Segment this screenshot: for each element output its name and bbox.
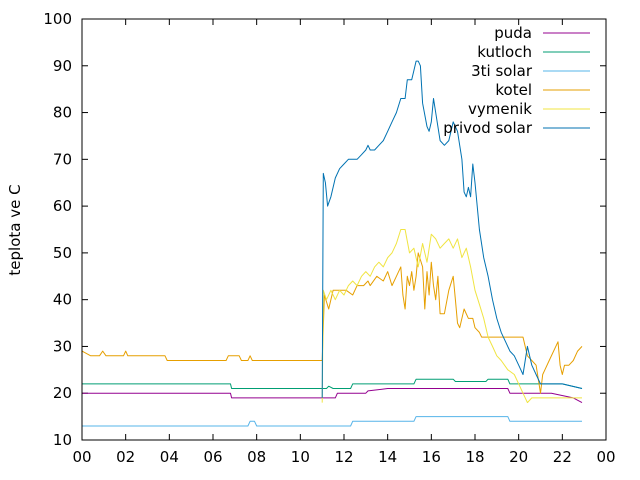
y-tick-label: 70	[53, 150, 72, 168]
series-line-kutloch	[82, 378, 583, 389]
series-line-3ti-solar	[82, 416, 582, 427]
y-tick-label: 40	[53, 291, 72, 309]
legend-label: vymenik	[468, 100, 532, 118]
x-tick-label: 02	[116, 448, 135, 466]
x-tick-label: 14	[378, 448, 397, 466]
x-tick-label: 20	[509, 448, 528, 466]
legend-label: 3ti solar	[471, 62, 533, 80]
legend-label: kotel	[495, 81, 532, 99]
y-tick-label: 90	[53, 57, 72, 75]
x-tick-label: 16	[422, 448, 441, 466]
axis-ticks: 00 02 04 06 08 10 12 14 16 18 20 22 0010203040506070…	[43, 10, 615, 466]
series-line-vymenik	[321, 229, 582, 404]
series-line-puda	[82, 388, 583, 404]
x-tick-label: 18	[465, 448, 484, 466]
x-tick-label: 00	[72, 448, 91, 466]
x-tick-label: 00	[596, 448, 615, 466]
x-tick-label: 04	[160, 448, 179, 466]
x-tick-label: 10	[291, 448, 310, 466]
plot-frame	[81, 18, 607, 441]
y-tick-label: 50	[53, 244, 72, 262]
y-axis-label: teplota ve C	[6, 184, 24, 275]
legend-label: kutloch	[477, 43, 532, 61]
y-tick-label: 30	[53, 337, 72, 355]
y-tick-label: 80	[53, 104, 72, 122]
y-tick-label: 20	[53, 384, 72, 402]
x-tick-label: 12	[334, 448, 353, 466]
x-tick-label: 08	[247, 448, 266, 466]
y-tick-label: 60	[53, 197, 72, 215]
x-tick-label: 22	[553, 448, 572, 466]
x-tick-label: 06	[203, 448, 222, 466]
series-line-kotel	[81, 252, 583, 394]
y-tick-label: 100	[43, 10, 72, 28]
legend-label: privod solar	[443, 119, 533, 137]
y-tick-label: 10	[53, 431, 72, 449]
series-lines	[81, 60, 583, 427]
series-line-privod-solar	[321, 60, 583, 398]
legend-label: puda	[494, 24, 532, 42]
